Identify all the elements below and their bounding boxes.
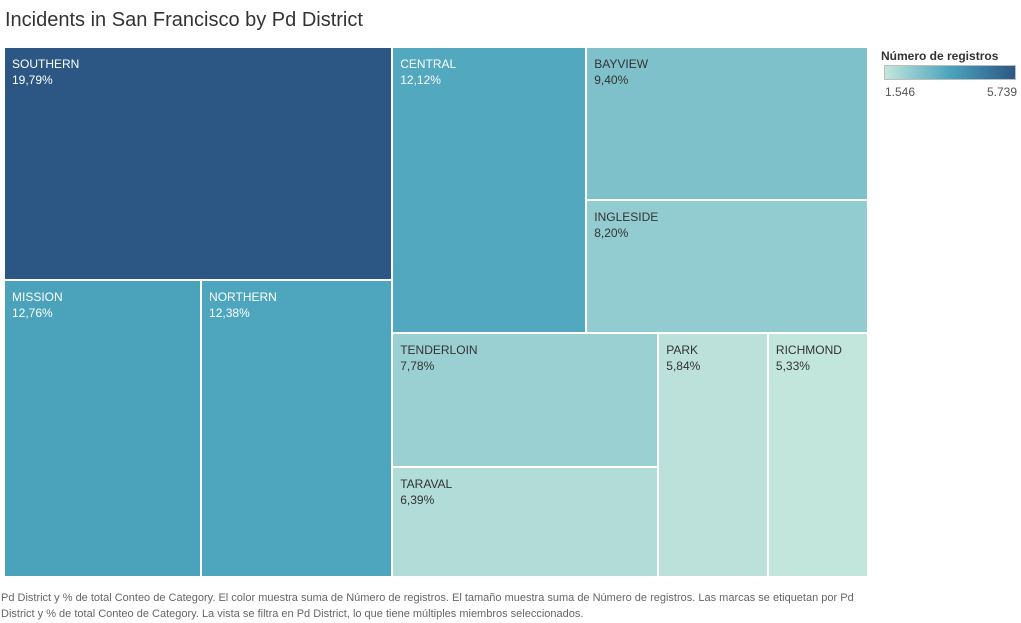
treemap-tile-tenderloin: TENDERLOIN 7,78% [392,333,659,467]
tile-percent-label: 12,76% [12,306,53,321]
tile-percent-label: 5,33% [775,359,810,374]
tile-name-label: CENTRAL [400,57,457,71]
tile-percent-label: 9,40% [594,73,629,87]
tile-name-label: RICHMOND [775,343,842,358]
chart-caption: Pd District y % de total Conteo de Categ… [1,592,854,620]
tile-percent-label: 12,12% [400,73,441,87]
tile-name-label: SOUTHERN [12,57,80,71]
tile-name-label: NORTHERN [209,290,277,305]
treemap-tile-southern: SOUTHERN 19,79% [4,47,393,281]
tile-name-label: MISSION [12,290,63,305]
treemap-tile-bayview: BAYVIEW 9,40% [586,47,868,200]
treemap-tile-richmond: RICHMOND 5,33% [767,333,868,577]
treemap-tile-mission: MISSION 12,76% [4,280,202,577]
tile-percent-label: 19,79% [12,73,53,87]
treemap-tile-park: PARK 5,84% [658,333,768,577]
tile-name-label: BAYVIEW [594,57,649,71]
treemap-tile-taraval: TARAVAL 6,39% [392,467,659,577]
tile-name-label: TARAVAL [400,477,453,491]
tile-name-label: PARK [666,343,699,358]
tile-percent-label: 8,20% [594,225,629,240]
tile-name-label: INGLESIDE [594,209,659,224]
legend-max-label: 5.739 [986,85,1017,99]
legend-color-ramp [884,65,1016,80]
treemap-tile-ingleside: INGLESIDE 8,20% [586,199,868,334]
tile-name-label: TENDERLOIN [400,343,478,358]
tile-percent-label: 7,78% [400,359,435,374]
tile-percent-label: 6,39% [400,493,435,507]
tile-percent-label: 12,38% [209,306,250,321]
tile-percent-label: 5,84% [666,359,701,374]
treemap: SOUTHERN 19,79% MISSION 12,76% NORTHERN 12,38… [4,47,868,577]
legend-min-label: 1.546 [885,85,916,99]
treemap-tile-northern: NORTHERN 12,38% [201,280,393,577]
treemap-tile-central: CENTRAL 12,12% [392,47,587,334]
chart-title: Incidents in San Francisco by Pd Distric… [5,9,363,31]
legend-title: Número de registros [881,49,999,63]
